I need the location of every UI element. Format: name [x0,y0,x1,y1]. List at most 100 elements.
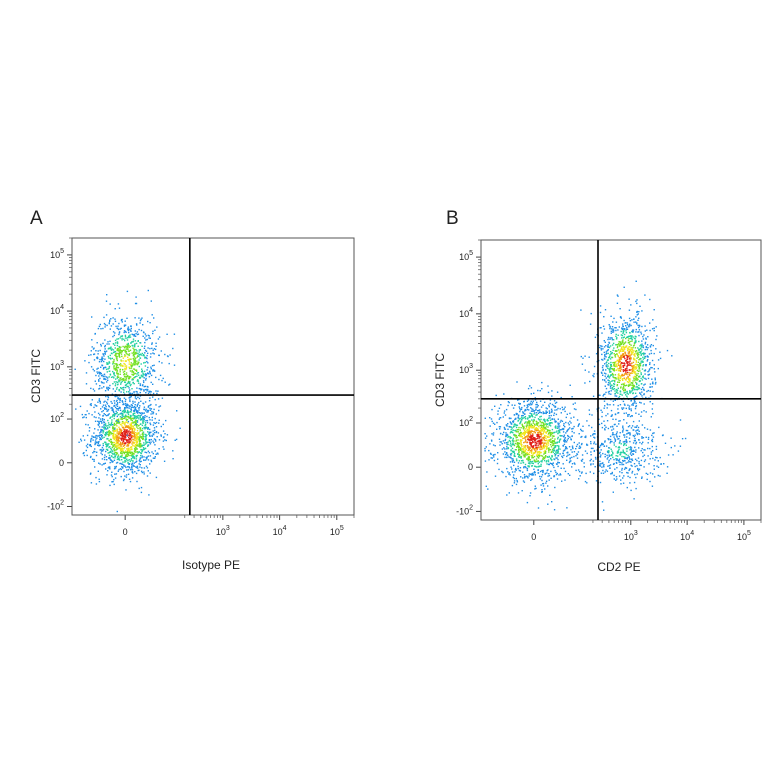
event-point [132,338,135,340]
event-point [142,384,144,386]
event-point [127,376,129,378]
event-point [128,382,131,385]
event-point [147,392,150,394]
event-point [128,459,130,461]
event-point [529,426,531,429]
event-point [538,411,541,413]
event-point [563,467,565,470]
event-point [94,333,96,335]
event-point [558,447,560,449]
event-point [606,403,608,405]
event-point [93,370,96,372]
event-point [121,380,123,383]
event-point [119,363,122,365]
event-point [634,407,637,410]
event-point [612,388,614,391]
event-point [602,369,604,372]
event-point [80,440,83,442]
event-point [517,465,519,468]
event-point [158,439,161,441]
event-point [117,434,120,436]
event-point [571,445,574,447]
event-point [105,450,107,453]
event-point [126,429,128,431]
event-point [138,443,140,445]
event-point [144,385,147,388]
event-point [552,451,554,453]
event-point [556,478,559,480]
event-point [118,355,120,358]
event-point [127,473,130,475]
event-point [582,357,584,359]
event-point [642,338,645,340]
event-point [158,406,160,408]
event-point [535,460,537,462]
event-point [580,429,583,432]
event-point [140,400,142,402]
event-point [630,391,632,393]
event-point [111,446,114,449]
event-point [653,368,655,370]
event-point [94,428,96,430]
event-point [516,381,518,383]
event-point [614,364,616,366]
event-point [515,429,517,432]
event-point [608,376,610,378]
event-point [102,448,105,451]
event-point [120,351,122,353]
event-point [104,390,107,392]
event-point [624,434,626,436]
event-point [117,348,119,351]
event-point [623,319,625,322]
event-point [625,345,627,347]
event-point [510,426,512,428]
event-point [539,441,542,443]
event-point [141,345,143,347]
event-point [123,324,126,326]
event-point [633,344,636,346]
event-point [530,442,532,444]
event-point [607,374,609,376]
event-point [146,421,149,424]
event-point [130,325,132,327]
event-point [541,424,543,427]
event-point [128,465,130,468]
event-point [111,393,114,395]
event-point [540,422,542,424]
event-point [534,437,536,439]
event-point [599,394,601,396]
event-point [134,360,136,362]
event-point [163,436,165,438]
event-point [119,462,121,465]
event-point [515,469,517,471]
event-point [152,370,154,372]
event-point [111,452,113,454]
event-point [147,428,149,430]
event-point [521,423,523,425]
event-point [527,422,530,424]
event-point [584,450,587,452]
event-point [631,387,633,389]
event-point [536,424,538,426]
event-point [119,379,121,381]
event-point [551,431,553,434]
event-point [540,406,543,408]
x-tick-label: 0 [123,527,128,537]
event-point [103,355,105,357]
event-point [614,379,616,382]
event-point [116,342,119,345]
event-point [113,438,115,441]
event-point [127,449,130,451]
event-point [98,417,100,419]
event-point [633,400,636,402]
event-point [518,448,520,450]
event-point [636,364,638,366]
event-point [125,372,128,374]
event-point [628,407,630,409]
event-point [535,447,537,449]
event-point [145,339,147,341]
event-point [635,405,638,407]
event-point [629,340,631,343]
event-point [134,335,137,337]
event-point [115,434,118,437]
